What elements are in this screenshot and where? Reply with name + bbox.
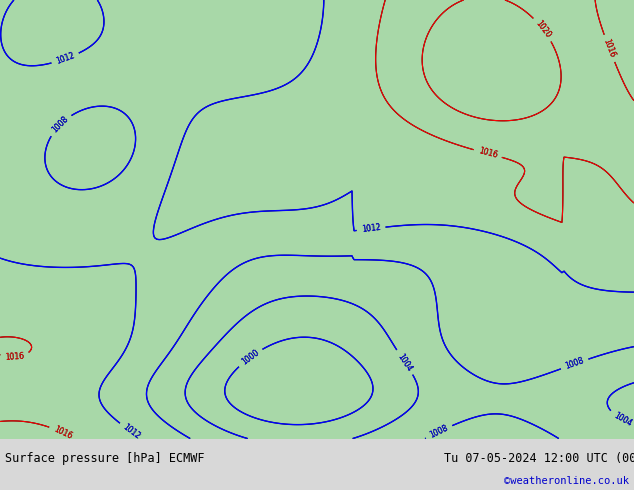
Text: 1012: 1012 <box>55 51 76 66</box>
Text: 1000: 1000 <box>240 348 261 367</box>
Text: 1016: 1016 <box>5 352 25 362</box>
Text: 1004: 1004 <box>612 411 633 428</box>
Text: 1016: 1016 <box>5 352 25 362</box>
Text: 1012: 1012 <box>361 223 381 234</box>
Text: 1004: 1004 <box>612 411 633 428</box>
Text: 1016: 1016 <box>477 147 498 160</box>
Text: 1020: 1020 <box>534 19 552 40</box>
Text: 1016: 1016 <box>602 38 617 59</box>
Text: Tu 07-05-2024 12:00 UTC (00+156): Tu 07-05-2024 12:00 UTC (00+156) <box>444 452 634 465</box>
Text: 1020: 1020 <box>534 19 552 40</box>
Text: 1004: 1004 <box>396 352 414 373</box>
Text: 1012: 1012 <box>121 423 142 441</box>
Text: Surface pressure [hPa] ECMWF: Surface pressure [hPa] ECMWF <box>5 452 205 465</box>
Text: 1012: 1012 <box>121 423 142 441</box>
Text: 1008: 1008 <box>564 356 585 371</box>
Text: 1008: 1008 <box>50 115 70 135</box>
Text: 1008: 1008 <box>429 423 450 440</box>
Text: 1016: 1016 <box>52 424 74 441</box>
Text: 1012: 1012 <box>55 51 76 66</box>
Text: 1016: 1016 <box>477 147 498 160</box>
Text: 1016: 1016 <box>52 424 74 441</box>
Text: 1008: 1008 <box>429 423 450 440</box>
Text: ©weatheronline.co.uk: ©weatheronline.co.uk <box>504 476 629 486</box>
Text: 1008: 1008 <box>50 115 70 135</box>
Text: 1000: 1000 <box>240 348 261 367</box>
Text: 1004: 1004 <box>396 352 414 373</box>
Text: 1012: 1012 <box>361 223 381 234</box>
Text: 1008: 1008 <box>564 356 585 371</box>
Text: 1016: 1016 <box>602 38 617 59</box>
